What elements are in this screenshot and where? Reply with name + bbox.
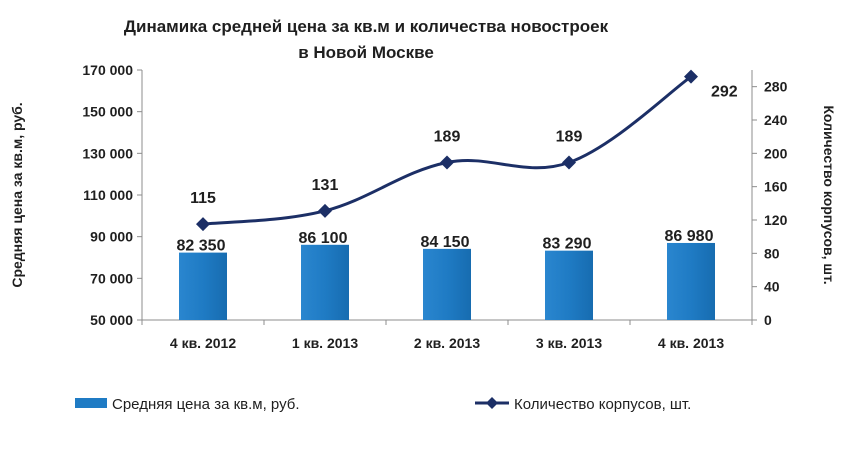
x-tick-label: 4 кв. 2013 [658, 335, 724, 351]
chart-title-line-1: Динамика средней цена за кв.м и количест… [124, 17, 609, 36]
buildings-marker [684, 69, 698, 84]
price-bar-label: 82 350 [177, 238, 226, 255]
x-tick-label: 3 кв. 2013 [536, 335, 602, 351]
buildings-line [202, 75, 692, 226]
left-axis-title: Средняя цена за кв.м, руб. [9, 102, 25, 287]
buildings-marker [562, 155, 576, 170]
buildings-data-label: 292 [711, 84, 738, 101]
left-tick-label: 90 000 [90, 229, 133, 245]
left-tick-label: 150 000 [82, 104, 133, 120]
left-tick-label: 170 000 [82, 62, 133, 78]
left-tick-label: 70 000 [90, 270, 133, 286]
left-tick-label: 50 000 [90, 312, 133, 328]
buildings-data-label: 189 [434, 129, 461, 146]
price-bar-label: 86 980 [665, 228, 714, 245]
legend-bar-swatch [75, 398, 107, 408]
price-bar [667, 242, 715, 320]
left-tick-label: 130 000 [82, 145, 133, 161]
line-series [196, 69, 698, 232]
price-bar-label: 86 100 [299, 230, 348, 247]
x-tick-label: 2 кв. 2013 [414, 335, 480, 351]
price-bar [179, 252, 227, 320]
bar-data-labels: 82 350 86 100 84 150 83 290 86 980 [177, 228, 714, 255]
buildings-data-label: 131 [312, 177, 339, 194]
right-tick-label: 40 [764, 279, 780, 295]
legend-line-marker [486, 397, 498, 409]
right-axis-ticks: 0 40 80 120 160 200 240 280 [752, 79, 788, 328]
price-bar [301, 244, 349, 320]
price-bar [423, 248, 471, 320]
chart-title-line-2: в Новой Москве [298, 43, 434, 62]
right-axis-title: Количество корпусов, шт. [821, 105, 837, 284]
legend-bar-label: Средняя цена за кв.м, руб. [112, 396, 300, 413]
x-axis-ticks: 4 кв. 2012 1 кв. 2013 2 кв. 2013 3 кв. 2013… [141, 320, 753, 351]
price-bar [545, 250, 593, 320]
buildings-data-label: 115 [190, 190, 216, 207]
right-tick-label: 280 [764, 79, 788, 95]
price-bar-label: 83 290 [543, 236, 592, 253]
buildings-marker [440, 155, 454, 170]
buildings-data-label: 189 [556, 129, 583, 146]
buildings-marker [196, 217, 210, 232]
right-tick-label: 120 [764, 212, 788, 228]
right-tick-label: 160 [764, 179, 788, 195]
legend: Средняя цена за кв.м, руб. Количество ко… [75, 396, 691, 413]
x-tick-label: 4 кв. 2012 [170, 335, 236, 351]
x-tick-label: 1 кв. 2013 [292, 335, 358, 351]
bar-series [179, 242, 715, 320]
legend-line-label: Количество корпусов, шт. [514, 396, 691, 413]
right-tick-label: 80 [764, 245, 780, 261]
buildings-marker [318, 203, 332, 218]
line-data-labels: 115 131 189 189 292 [190, 84, 738, 208]
right-tick-label: 240 [764, 112, 788, 128]
right-tick-label: 0 [764, 312, 772, 328]
left-axis-ticks: 50 000 70 000 90 000 110 000 130 000 150 000 1… [82, 62, 142, 328]
left-tick-label: 110 000 [83, 187, 133, 203]
price-bar-label: 84 150 [421, 234, 470, 251]
right-tick-label: 200 [764, 145, 788, 161]
